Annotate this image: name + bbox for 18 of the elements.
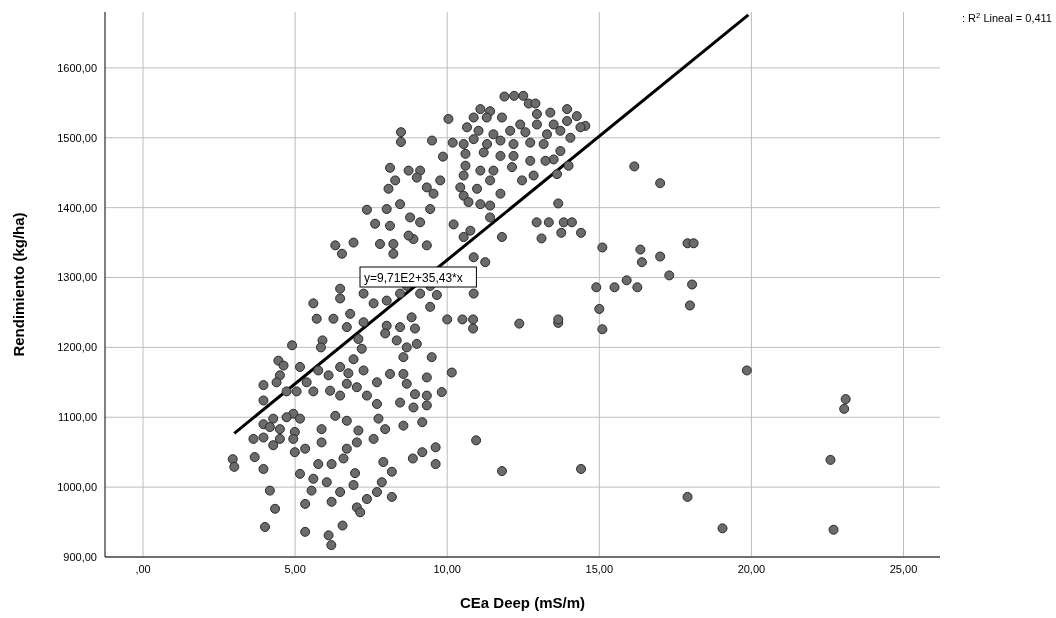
- y-tick-label: 1000,00: [57, 481, 97, 494]
- x-tick-label: 25,00: [889, 562, 918, 575]
- y-tick-label: 1400,00: [57, 201, 97, 214]
- y-tick-label: 1200,00: [57, 341, 97, 354]
- x-tick-label: 20,00: [737, 562, 766, 575]
- x-tick-label: ,00: [135, 562, 151, 575]
- y-tick-label: 1100,00: [58, 411, 97, 424]
- y-tick-label: 1500,00: [57, 131, 97, 144]
- y-tick-label: 900,00: [63, 550, 97, 563]
- x-tick-label: 10,00: [433, 562, 461, 575]
- y-tick-label: 1600,00: [57, 61, 97, 74]
- annotation: y=9,71E2+35,43*x: [364, 271, 463, 285]
- text: : R$^{2}$ Lineal = 0,411: [961, 10, 1052, 24]
- x-tick-label: 15,00: [585, 562, 614, 575]
- y-tick-label: 1300,00: [57, 271, 97, 284]
- x-tick-label: 5,00: [284, 562, 306, 575]
- y-axis-title: Rendimiento (kg/ha): [10, 212, 27, 357]
- x-axis-title: CEa Deep (mS/m): [459, 594, 586, 611]
